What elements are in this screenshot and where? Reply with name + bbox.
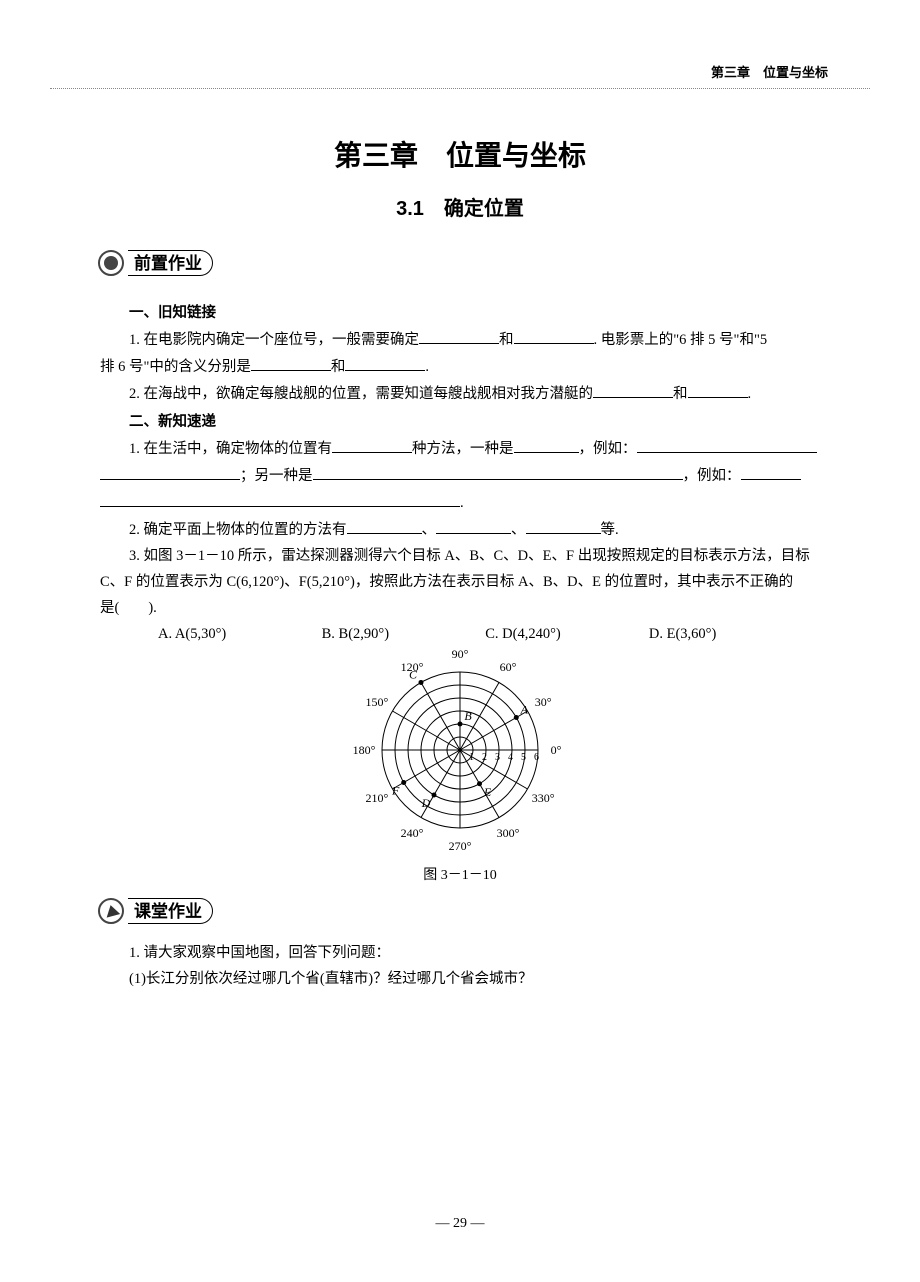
pre-q1-line1: 1. 在电影院内确定一个座位号，一般需要确定 和 . 电影票上的"6 排 5 号"和…	[100, 326, 828, 353]
pre-q2: 2. 在海战中，欲确定每艘战舰的位置，需要知道每艘战舰相对我方潜艇的 和.	[100, 380, 828, 407]
blank[interactable]	[419, 326, 499, 344]
new-q3-line1: 3. 如图 3－1－10 所示，雷达探测器测得六个目标 A、B、C、D、E、F …	[100, 543, 828, 569]
pre-content: 一、旧知链接 1. 在电影院内确定一个座位号，一般需要确定和. 电影票上的"6 …	[100, 298, 828, 647]
subheading-new-knowledge: 二、新知速递	[100, 409, 828, 435]
blank[interactable]	[514, 435, 579, 453]
blank[interactable]	[637, 435, 817, 453]
svg-text:5: 5	[521, 752, 526, 763]
new-q1-line1: 1. 在生活中，确定物体的位置有 种方法，一种是 ，例如：	[100, 435, 828, 462]
figure-3-1-10: 0°30°60°90°120°150°180°210°240°270°300°3…	[0, 640, 920, 884]
svg-text:210°: 210°	[365, 791, 388, 805]
target-icon	[98, 250, 124, 276]
svg-text:30°: 30°	[535, 695, 552, 709]
classwork-content: 1. 请大家观察中国地图，回答下列问题： (1)长江分别依次经过哪几个省(直辖市…	[100, 940, 828, 992]
text: 和	[673, 386, 688, 402]
blank[interactable]	[345, 353, 425, 371]
blank[interactable]	[688, 380, 748, 398]
blank[interactable]	[251, 353, 331, 371]
svg-text:180°: 180°	[353, 743, 376, 757]
svg-text:C: C	[409, 667, 418, 681]
blank[interactable]	[100, 489, 460, 507]
page-number: — 29 —	[0, 1216, 920, 1232]
svg-text:F: F	[391, 784, 400, 798]
svg-text:150°: 150°	[365, 695, 388, 709]
text: 1. 在生活中，确定物体的位置有	[129, 441, 332, 457]
badge-class-label: 课堂作业	[128, 898, 213, 924]
text: 2. 确定平面上物体的位置的方法有	[129, 522, 347, 538]
text: 2. 在海战中，欲确定每艘战舰的位置，需要知道每艘战舰相对我方潜艇的	[129, 386, 593, 402]
svg-text:300°: 300°	[497, 826, 520, 840]
new-q1-line3: .	[100, 489, 828, 516]
blank[interactable]	[514, 326, 594, 344]
blank[interactable]	[313, 462, 683, 480]
svg-text:90°: 90°	[452, 647, 469, 661]
blank[interactable]	[332, 435, 412, 453]
text: 、	[511, 522, 526, 538]
text: . 电影票上的"6 排 5 号"和"5	[594, 332, 768, 348]
new-q1-line2: ；另一种是 ，例如：	[100, 462, 828, 489]
figure-caption: 图 3－1－10	[0, 864, 920, 884]
blank[interactable]	[741, 462, 801, 480]
text: ，例如：	[579, 441, 637, 457]
text: ；另一种是	[240, 468, 313, 484]
svg-text:D: D	[421, 796, 431, 810]
new-q3-line3: 是( ).	[100, 595, 828, 621]
play-icon	[98, 898, 124, 924]
svg-text:240°: 240°	[401, 826, 424, 840]
svg-text:4: 4	[508, 752, 513, 763]
blank[interactable]	[100, 462, 240, 480]
svg-text:A: A	[520, 703, 529, 717]
blank[interactable]	[593, 380, 673, 398]
blank[interactable]	[526, 516, 601, 534]
svg-text:E: E	[483, 785, 492, 799]
class-q1-1: (1)长江分别依次经过哪几个省(直辖市)？经过哪几个省会城市？	[100, 966, 828, 992]
svg-text:330°: 330°	[532, 791, 555, 805]
polar-diagram: 0°30°60°90°120°150°180°210°240°270°300°3…	[330, 640, 590, 860]
badge-pre-homework: 前置作业	[98, 250, 213, 276]
svg-text:1: 1	[469, 752, 474, 763]
subheading-old-knowledge: 一、旧知链接	[100, 300, 828, 326]
page-header-breadcrumb: 第三章 位置与坐标	[711, 62, 828, 81]
pre-q1-line2: 排 6 号"中的含义分别是 和.	[100, 353, 828, 380]
svg-text:0°: 0°	[551, 743, 562, 757]
chapter-title: 第三章 位置与坐标	[0, 134, 920, 174]
svg-text:270°: 270°	[449, 839, 472, 853]
text: 1. 在电影院内确定一个座位号，一般需要确定	[129, 332, 419, 348]
blank[interactable]	[347, 516, 422, 534]
badge-classwork: 课堂作业	[98, 898, 213, 924]
new-q3-line2: C、F 的位置表示为 C(6,120°)、F(5,210°)，按照此方法在表示目…	[100, 569, 828, 595]
badge-pre-label: 前置作业	[128, 250, 213, 276]
text: .	[748, 386, 752, 402]
text: 种方法，一种是	[412, 441, 514, 457]
svg-text:3: 3	[495, 752, 500, 763]
new-q2: 2. 确定平面上物体的位置的方法有 、 、 等.	[100, 516, 828, 543]
class-q1: 1. 请大家观察中国地图，回答下列问题：	[100, 940, 828, 966]
header-divider	[50, 88, 870, 89]
svg-text:60°: 60°	[500, 660, 517, 674]
text: 排 6 号"中的含义分别是	[100, 359, 251, 375]
text: .	[460, 495, 464, 511]
svg-text:6: 6	[534, 752, 539, 763]
text: 、	[422, 522, 437, 538]
text: 和	[331, 359, 346, 375]
text: 和	[499, 332, 514, 348]
blank[interactable]	[436, 516, 511, 534]
text: ，例如：	[683, 468, 741, 484]
text: 等.	[601, 522, 619, 538]
section-title: 3.1 确定位置	[0, 192, 920, 221]
svg-text:B: B	[464, 709, 472, 723]
text: .	[425, 359, 429, 375]
svg-text:2: 2	[482, 752, 487, 763]
